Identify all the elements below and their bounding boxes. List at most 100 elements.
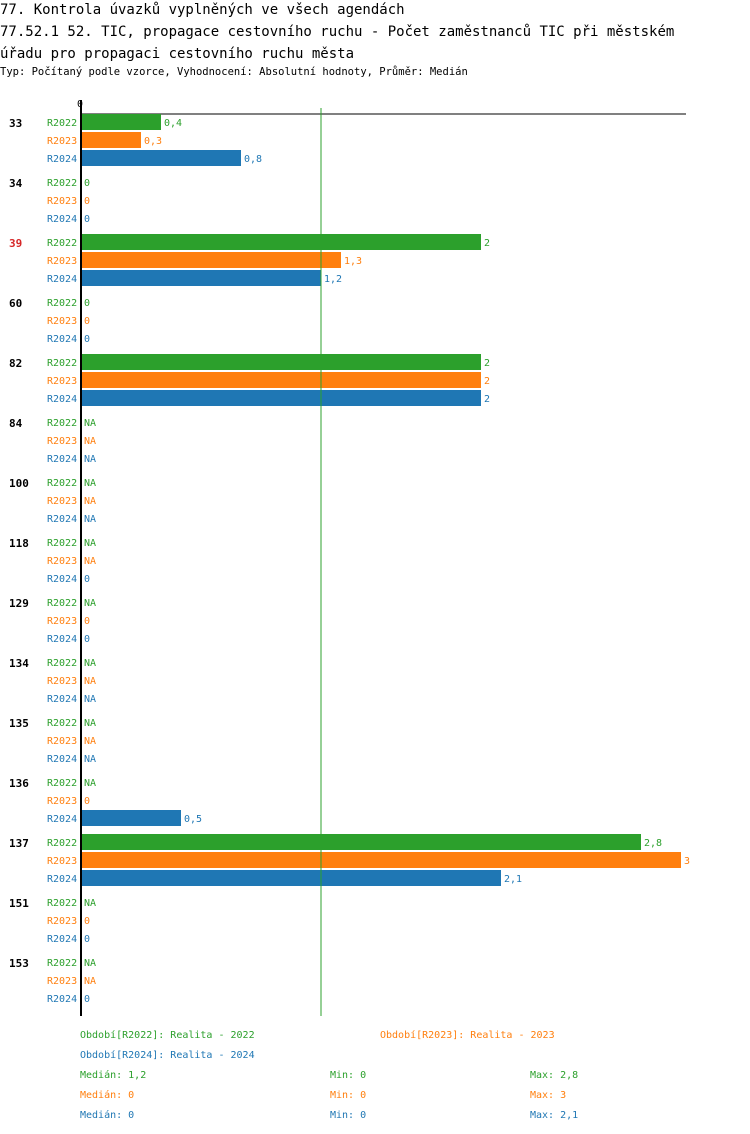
value-label-135-R2022: NA (84, 718, 96, 729)
stat-median-r2024: Medián: 0 (80, 1110, 135, 1121)
series-label-137-R2024: R2024 (47, 874, 77, 885)
series-label-118-R2023: R2023 (47, 556, 77, 567)
legend-r2024: Období[R2024]: Realita - 2024 (80, 1050, 255, 1061)
series-label-60-R2023: R2023 (47, 316, 77, 327)
value-label-134-R2022: NA (84, 658, 96, 669)
value-label-34-R2024: 0 (84, 214, 90, 225)
series-label-136-R2023: R2023 (47, 796, 77, 807)
value-label-134-R2024: NA (84, 694, 96, 705)
bar-137-R2022 (81, 834, 641, 850)
series-label-134-R2024: R2024 (47, 694, 77, 705)
series-label-100-R2022: R2022 (47, 478, 77, 489)
value-label-151-R2022: NA (84, 898, 96, 909)
stat-min-r2023: Min: 0 (330, 1090, 367, 1101)
value-label-137-R2022: 2,8 (644, 838, 662, 849)
bar-82-R2023 (81, 372, 481, 388)
value-label-153-R2023: NA (84, 976, 96, 987)
group-label-33: 33 (9, 117, 22, 130)
value-label-33-R2023: 0,3 (144, 136, 162, 147)
group-label-60: 60 (9, 297, 22, 310)
value-label-60-R2024: 0 (84, 334, 90, 345)
series-label-84-R2023: R2023 (47, 436, 77, 447)
value-label-100-R2024: NA (84, 514, 96, 525)
series-label-151-R2024: R2024 (47, 934, 77, 945)
bar-33-R2024 (81, 150, 241, 166)
value-label-153-R2022: NA (84, 958, 96, 969)
value-label-153-R2024: 0 (84, 994, 90, 1005)
group-label-153: 153 (9, 957, 29, 970)
title-line-1: 77. Kontrola úvazků vyplněných ve všech … (0, 2, 405, 18)
series-label-135-R2024: R2024 (47, 754, 77, 765)
value-label-151-R2024: 0 (84, 934, 90, 945)
series-label-33-R2023: R2023 (47, 136, 77, 147)
series-label-118-R2024: R2024 (47, 574, 77, 585)
bar-33-R2022 (81, 114, 161, 130)
series-label-34-R2024: R2024 (47, 214, 77, 225)
value-label-82-R2023: 2 (484, 376, 490, 387)
value-label-34-R2022: 0 (84, 178, 90, 189)
series-label-82-R2022: R2022 (47, 358, 77, 369)
series-label-118-R2022: R2022 (47, 538, 77, 549)
series-label-151-R2022: R2022 (47, 898, 77, 909)
series-label-134-R2023: R2023 (47, 676, 77, 687)
value-label-137-R2024: 2,1 (504, 874, 522, 885)
value-label-136-R2022: NA (84, 778, 96, 789)
value-label-136-R2023: 0 (84, 796, 90, 807)
group-label-136: 136 (9, 777, 29, 790)
series-label-82-R2023: R2023 (47, 376, 77, 387)
series-label-129-R2022: R2022 (47, 598, 77, 609)
group-label-100: 100 (9, 477, 29, 490)
series-label-135-R2022: R2022 (47, 718, 77, 729)
value-label-129-R2022: NA (84, 598, 96, 609)
series-label-153-R2023: R2023 (47, 976, 77, 987)
title-line-2: 77.52.1 52. TIC, propagace cestovního ru… (0, 24, 675, 40)
legend-r2022: Období[R2022]: Realita - 2022 (80, 1030, 255, 1041)
group-label-134: 134 (9, 657, 29, 670)
bar-39-R2024 (81, 270, 321, 286)
series-label-136-R2022: R2022 (47, 778, 77, 789)
stat-max-r2024: Max: 2,1 (530, 1110, 579, 1121)
chart-subtitle: Typ: Počítaný podle vzorce, Vyhodnocení:… (0, 66, 468, 78)
bar-82-R2024 (81, 390, 481, 406)
value-label-118-R2024: 0 (84, 574, 90, 585)
group-label-129: 129 (9, 597, 29, 610)
title-line-3: úřadu pro propagaci cestovního ruchu měs… (0, 46, 355, 62)
value-label-118-R2023: NA (84, 556, 96, 567)
bar-137-R2023 (81, 852, 681, 868)
value-label-136-R2024: 0,5 (184, 814, 202, 825)
stat-max-r2023: Max: 3 (530, 1090, 567, 1101)
bar-39-R2023 (81, 252, 341, 268)
group-label-84: 84 (9, 417, 23, 430)
bar-39-R2022 (81, 234, 481, 250)
value-label-100-R2022: NA (84, 478, 96, 489)
group-label-34: 34 (9, 177, 23, 190)
bar-137-R2024 (81, 870, 501, 886)
value-label-137-R2023: 3 (684, 856, 690, 867)
value-label-135-R2023: NA (84, 736, 96, 747)
value-label-60-R2023: 0 (84, 316, 90, 327)
series-label-39-R2024: R2024 (47, 274, 77, 285)
value-label-134-R2023: NA (84, 676, 96, 687)
bar-33-R2023 (81, 132, 141, 148)
stat-median-r2022: Medián: 1,2 (80, 1070, 147, 1081)
series-label-60-R2024: R2024 (47, 334, 77, 345)
value-label-34-R2023: 0 (84, 196, 90, 207)
series-label-134-R2022: R2022 (47, 658, 77, 669)
series-label-82-R2024: R2024 (47, 394, 77, 405)
group-label-137: 137 (9, 837, 29, 850)
value-label-129-R2024: 0 (84, 634, 90, 645)
series-label-34-R2022: R2022 (47, 178, 77, 189)
bar-136-R2024 (81, 810, 181, 826)
stat-min-r2024: Min: 0 (330, 1110, 367, 1121)
series-label-153-R2024: R2024 (47, 994, 77, 1005)
value-label-84-R2023: NA (84, 436, 96, 447)
value-label-118-R2022: NA (84, 538, 96, 549)
series-label-129-R2023: R2023 (47, 616, 77, 627)
group-label-82: 82 (9, 357, 22, 370)
series-label-39-R2022: R2022 (47, 238, 77, 249)
bar-82-R2022 (81, 354, 481, 370)
value-label-60-R2022: 0 (84, 298, 90, 309)
series-label-135-R2023: R2023 (47, 736, 77, 747)
series-label-100-R2024: R2024 (47, 514, 77, 525)
stat-max-r2022: Max: 2,8 (530, 1070, 579, 1081)
